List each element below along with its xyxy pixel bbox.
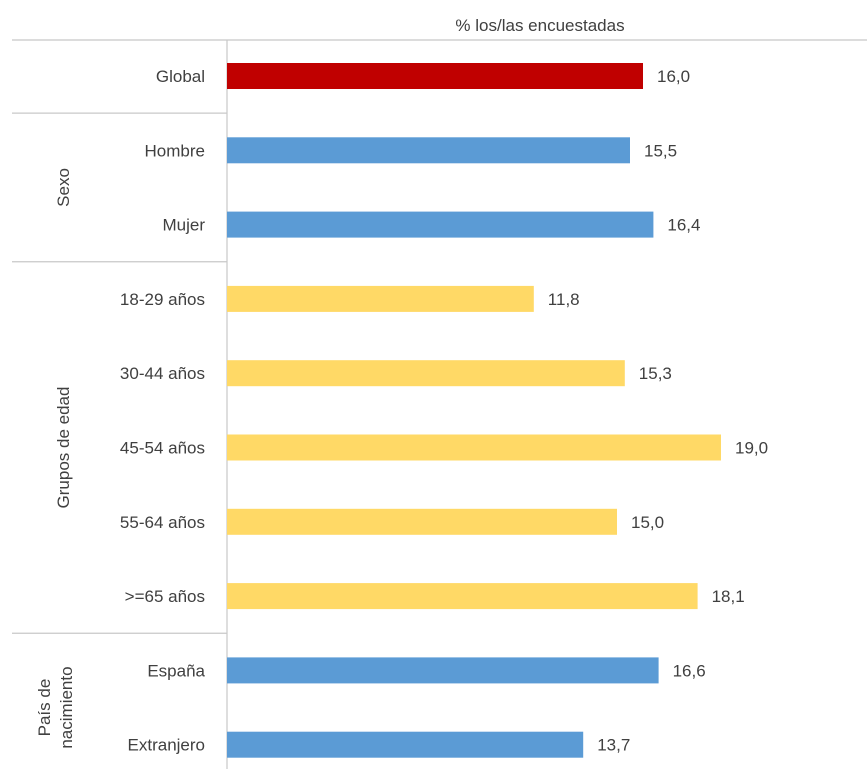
bar-3 <box>227 285 534 312</box>
value-label-9: 13,7 <box>597 736 630 755</box>
category-label-2: Mujer <box>162 216 205 235</box>
category-label-1: Hombre <box>145 141 205 160</box>
category-label-6: 55-64 años <box>120 513 205 532</box>
bar-0 <box>227 63 643 89</box>
bar-2 <box>227 211 654 238</box>
value-label-2: 16,4 <box>667 216 700 235</box>
value-label-8: 16,6 <box>673 661 706 680</box>
value-label-1: 15,5 <box>644 141 677 160</box>
group-label-2: Grupos de edad <box>54 387 73 509</box>
category-label-8: España <box>147 661 205 680</box>
group-separators <box>12 112 227 634</box>
bar-5 <box>227 434 721 461</box>
group-label-1: Sexo <box>54 168 73 207</box>
x-axis-title: % los/las encuestadas <box>455 16 624 35</box>
group-labels: Sexo Grupos de edad País de nacimiento <box>35 168 76 749</box>
bar-1 <box>227 137 630 164</box>
category-label-7: >=65 años <box>125 587 205 606</box>
bar-9 <box>227 731 584 758</box>
category-label-4: 30-44 años <box>120 364 205 383</box>
bar-4 <box>227 360 625 387</box>
value-label-6: 15,0 <box>631 513 664 532</box>
bar-7 <box>227 583 698 610</box>
category-labels: Global Hombre Mujer 18-29 años 30-44 años 45-… <box>120 67 206 755</box>
group-label-3: País de nacimiento <box>35 666 76 748</box>
value-label-5: 19,0 <box>735 439 768 458</box>
category-label-0: Global <box>156 67 205 86</box>
value-label-0: 16,0 <box>657 67 690 86</box>
category-label-5: 45-54 años <box>120 439 205 458</box>
value-labels: 16,0 15,5 16,4 11,8 15,3 19,0 15,0 18,1 16,6 13,7 <box>548 67 768 755</box>
category-label-3: 18-29 años <box>120 290 205 309</box>
bar-6 <box>227 508 617 535</box>
category-label-9: Extranjero <box>128 736 205 755</box>
bars <box>227 63 721 758</box>
bar-8 <box>227 657 659 684</box>
value-label-3: 11,8 <box>548 290 580 309</box>
value-label-4: 15,3 <box>639 364 672 383</box>
value-label-7: 18,1 <box>712 587 745 606</box>
